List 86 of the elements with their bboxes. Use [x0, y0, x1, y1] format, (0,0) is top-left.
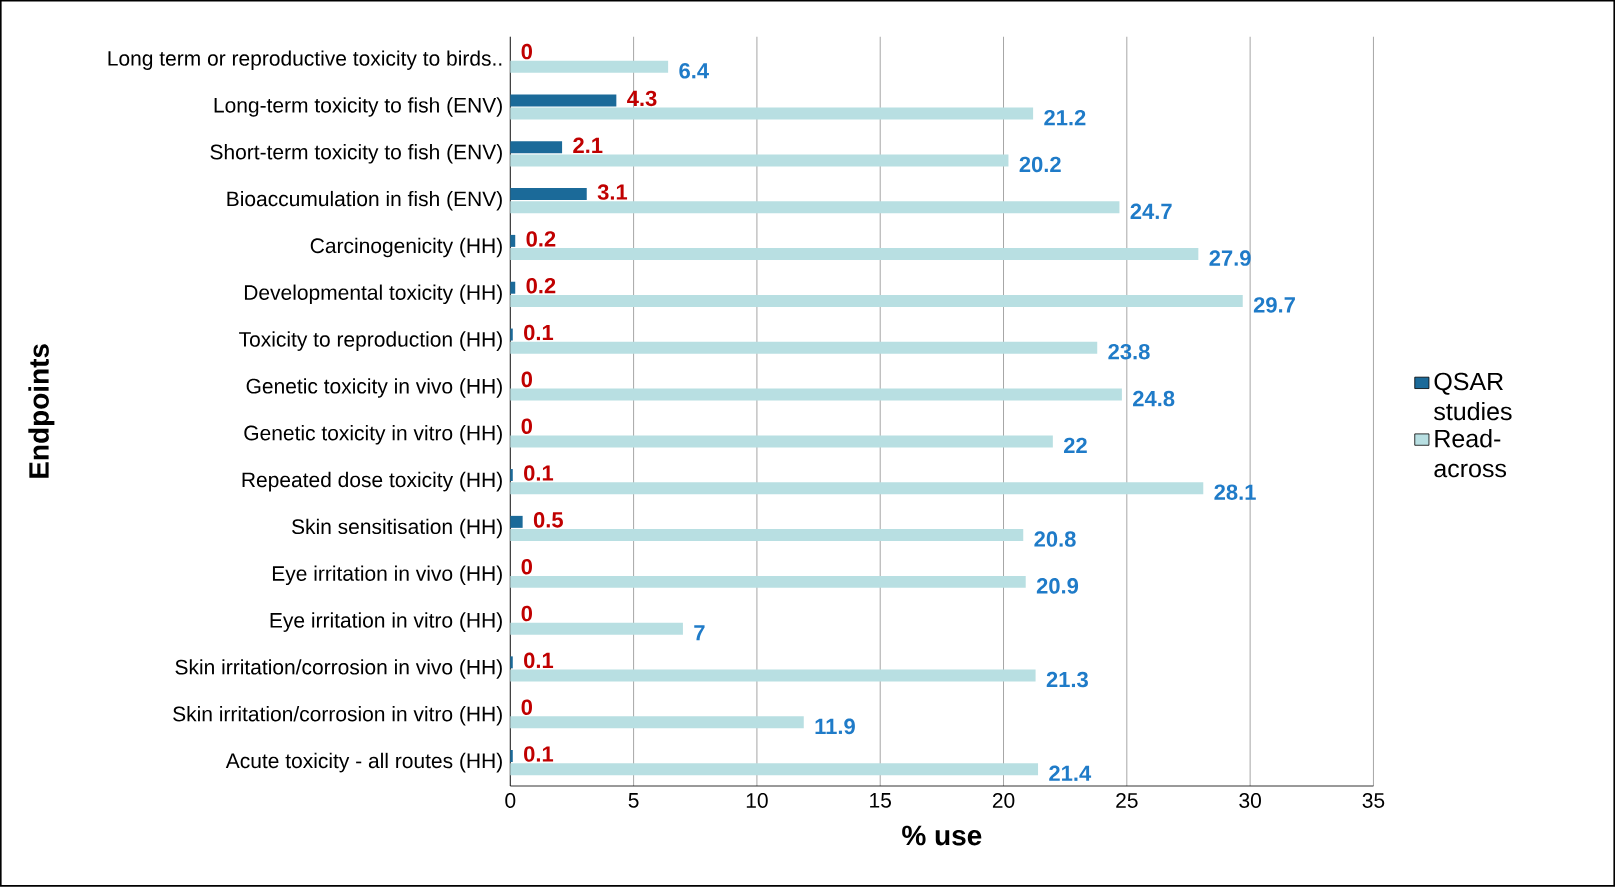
x-tick-label: 5 — [628, 793, 639, 808]
bar — [510, 235, 516, 248]
data-label: 24.7 — [1130, 203, 1172, 220]
data-label: 20.9 — [1036, 578, 1079, 594]
y-tick-label: Short-term toxicity to fish (ENV) — [210, 144, 502, 164]
data-label: 0 — [521, 371, 532, 388]
bar — [510, 622, 683, 635]
data-label: 21.4 — [1049, 765, 1092, 781]
y-tick-label: Bioaccumulation in fish (ENV) — [227, 191, 502, 211]
y-tick-label: Long term or reproductive toxicity to birds.. — [108, 50, 502, 71]
data-label: 2.1 — [573, 137, 603, 154]
y-tick-label: Developmental toxicity (HH) — [244, 284, 502, 305]
y-tick-label: Repeated dose toxicity (HH) — [242, 472, 502, 492]
data-label: 0 — [521, 43, 532, 60]
data-label: 23.8 — [1108, 344, 1150, 360]
data-label: 0.2 — [526, 278, 556, 294]
legend-label: QSAR studies — [1434, 372, 1512, 421]
bar — [510, 469, 513, 482]
data-label: 29.7 — [1253, 297, 1295, 313]
data-label: 22 — [1063, 437, 1087, 454]
bar — [510, 141, 563, 154]
bar — [510, 107, 1034, 120]
bar — [510, 295, 1243, 308]
data-label: 0 — [521, 699, 532, 716]
data-label: 24.8 — [1133, 390, 1175, 407]
data-label: 4.3 — [627, 90, 657, 107]
bar — [510, 656, 513, 669]
x-tick-label: 20 — [992, 793, 1015, 809]
x-tick-label: 10 — [746, 793, 768, 809]
data-label: 6.4 — [679, 63, 709, 79]
x-tick-label: 25 — [1116, 793, 1138, 809]
bar — [510, 94, 617, 107]
y-axis-title: Endpoints — [28, 344, 55, 479]
data-label: 20.2 — [1019, 156, 1061, 173]
x-tick-label: 15 — [870, 793, 891, 808]
bar — [510, 60, 669, 73]
bar — [510, 328, 513, 341]
bar — [510, 188, 587, 201]
data-label: 0.1 — [524, 324, 554, 341]
data-label: 3.1 — [597, 184, 628, 201]
data-label: 0 — [521, 559, 532, 575]
bar — [510, 669, 1036, 682]
data-label: 0 — [521, 605, 532, 622]
y-tick-label: Eye irritation in vitro (HH) — [270, 612, 502, 633]
x-axis-title: % use — [902, 825, 982, 846]
bar — [510, 388, 1122, 401]
bar — [510, 716, 804, 729]
bar — [510, 281, 516, 294]
data-label: 0 — [521, 418, 532, 435]
y-tick-label: Acute toxicity - all routes (HH) — [225, 752, 502, 773]
x-tick-label: 0 — [505, 793, 516, 809]
y-tick-label: Skin irritation/corrosion in vivo (HH) — [175, 659, 502, 679]
data-label: 0.1 — [524, 465, 554, 481]
data-label: 0.5 — [533, 512, 563, 528]
bar — [510, 154, 1009, 167]
bar — [510, 576, 1026, 589]
data-label: 28.1 — [1214, 484, 1256, 501]
data-label: 11.9 — [815, 718, 855, 735]
legend-label: Read-across — [1434, 429, 1507, 478]
data-label: 0.1 — [524, 652, 554, 669]
bar — [510, 482, 1204, 495]
bar — [510, 516, 523, 528]
data-label: 21.3 — [1046, 671, 1088, 688]
bar — [510, 341, 1098, 354]
y-tick-label: Carcinogenicity (HH) — [310, 237, 502, 258]
bar — [510, 201, 1120, 214]
bar — [510, 435, 1053, 448]
data-label: 20.8 — [1034, 531, 1076, 547]
y-tick-label: Genetic toxicity in vivo (HH) — [246, 378, 502, 398]
y-tick-label: Skin irritation/corrosion in vitro (HH) — [173, 706, 502, 726]
bar — [510, 750, 513, 763]
y-tick-label: Toxicity to reproduction (HH) — [239, 331, 502, 352]
x-tick-label: 35 — [1362, 793, 1385, 809]
bar — [510, 529, 1024, 542]
bar — [510, 248, 1199, 261]
data-label: 7 — [694, 625, 705, 641]
bar — [510, 763, 1039, 776]
y-tick-label: Long-term toxicity to fish (ENV) — [214, 97, 502, 117]
data-label: 0.1 — [524, 746, 554, 762]
y-tick-label: Genetic toxicity in vitro (HH) — [244, 425, 502, 445]
x-tick-label: 30 — [1239, 793, 1261, 809]
data-label: 27.9 — [1209, 250, 1251, 266]
data-label: 21.2 — [1044, 110, 1086, 126]
y-tick-label: Eye irritation in vivo (HH) — [272, 565, 502, 586]
data-label: 0.2 — [526, 231, 556, 247]
y-tick-label: Skin sensitisation (HH) — [291, 518, 502, 539]
